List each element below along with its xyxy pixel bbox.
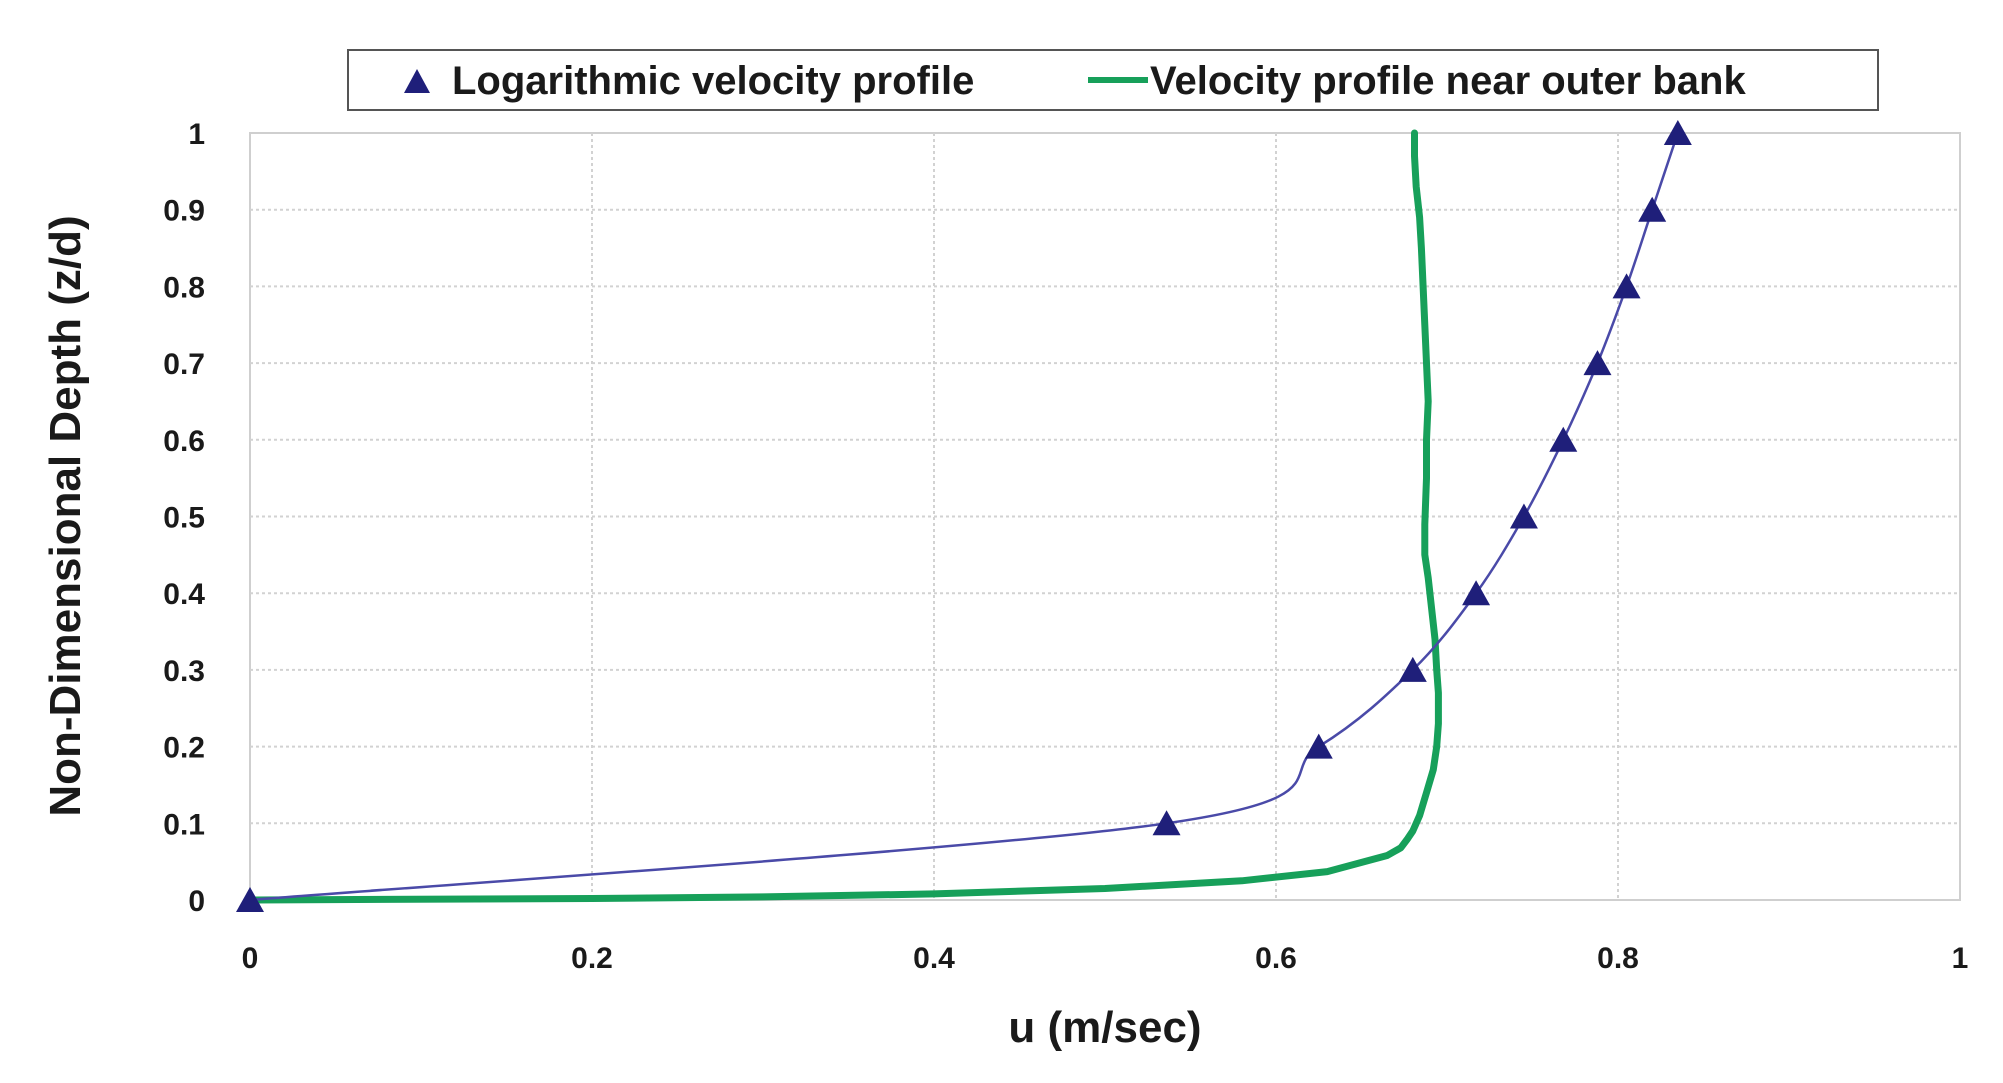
logarithmic-triangle-marker xyxy=(1509,503,1538,529)
grid-lines xyxy=(250,133,1960,900)
x-tick-label: 1 xyxy=(1952,942,1969,975)
y-tick-label: 0.6 xyxy=(163,425,205,458)
y-tick-label: 1 xyxy=(188,118,205,151)
y-axis-title: Non-Dimensional Depth (z/d) xyxy=(41,215,90,816)
logarithmic-triangle-marker xyxy=(1549,426,1578,452)
y-tick-label: 0.5 xyxy=(163,502,205,535)
logarithmic-triangle-marker xyxy=(236,887,264,912)
x-tick-label: 0.4 xyxy=(913,942,955,975)
series-line-outer-bank xyxy=(246,129,1442,904)
y-tick-label: 0 xyxy=(188,885,205,918)
y-tick-label: 0.7 xyxy=(163,348,205,381)
legend-triangle-marker xyxy=(404,69,430,93)
y-tick-label: 0.9 xyxy=(163,195,205,228)
logarithmic-triangle-marker xyxy=(1462,580,1491,606)
x-tick-label: 0.8 xyxy=(1597,942,1639,975)
logarithmic-triangle-marker xyxy=(1398,656,1427,682)
x-tick-label: 0 xyxy=(242,942,259,975)
series-line-logarithmic xyxy=(249,132,1679,902)
x-axis-title: u (m/sec) xyxy=(1008,1003,1201,1052)
logarithmic-triangle-marker xyxy=(1663,120,1692,145)
legend-label-outer-bank: Velocity profile near outer bank xyxy=(1150,59,1746,103)
logarithmic-triangle-marker xyxy=(1152,810,1181,836)
logarithmic-triangle-marker xyxy=(1612,273,1641,299)
logarithmic-triangle-marker xyxy=(1638,196,1667,222)
legend-label-logarithmic: Logarithmic velocity profile xyxy=(452,59,974,103)
logarithmic-triangle-marker xyxy=(1304,733,1333,759)
series-layer xyxy=(236,120,1692,912)
x-tick-label: 0.2 xyxy=(571,942,613,975)
y-tick-label: 0.1 xyxy=(163,808,205,841)
y-tick-label: 0.3 xyxy=(163,655,205,688)
logarithmic-triangle-marker xyxy=(1583,350,1612,376)
y-tick-label: 0.4 xyxy=(163,578,205,611)
y-tick-label: 0.2 xyxy=(163,732,205,765)
tick-labels: 0 0.2 0.4 0.6 0.8 1 0 0.1 0.2 0.3 0.4 0.5 0.6 0.7 0.8 0… xyxy=(163,118,1968,975)
y-tick-label: 0.8 xyxy=(163,271,205,304)
legend: Logarithmic velocity profile Velocity pr… xyxy=(347,49,1879,111)
x-tick-label: 0.6 xyxy=(1255,942,1297,975)
